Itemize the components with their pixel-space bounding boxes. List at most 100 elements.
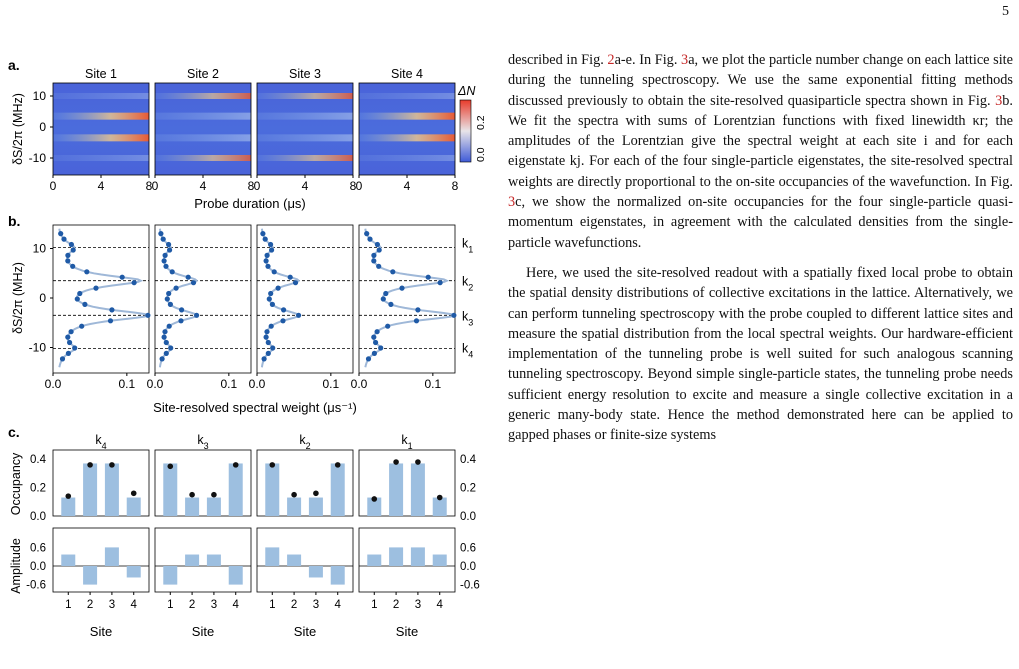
spectral-weight-point — [263, 258, 269, 264]
calculated-density-point — [313, 490, 319, 497]
spectral-weight-point — [162, 252, 168, 258]
panel-a-y-tick: -10 — [29, 151, 47, 165]
spectral-weight-point — [376, 247, 382, 253]
heatmap-band — [257, 155, 353, 161]
calculated-density-point — [65, 493, 72, 499]
spectral-weight-point — [383, 290, 389, 297]
spectral-weight-point — [131, 280, 137, 286]
site-axis-label: Site — [90, 624, 112, 639]
site-tick: 2 — [393, 599, 399, 611]
panel-a-x-tick: 4 — [98, 179, 105, 193]
spectral-weight-point — [169, 269, 175, 275]
spectral-weight-point — [173, 285, 179, 291]
spectral-weight-point — [266, 296, 272, 302]
spectral-weight-point — [437, 280, 443, 286]
site-axis-label: Site — [396, 624, 418, 639]
spectral-weight-point — [275, 285, 281, 291]
calculated-density-point — [371, 496, 378, 502]
site-tick: 4 — [131, 599, 138, 611]
calculated-density-point — [291, 491, 297, 498]
spectral-weight-point — [280, 318, 286, 324]
spectral-weight-point — [61, 236, 67, 242]
panel-b-x-tick: 0.0 — [147, 377, 164, 391]
spectral-weight-point — [371, 334, 377, 340]
amplitude-bar — [126, 566, 141, 578]
site-tick: 4 — [437, 599, 444, 611]
spectral-weight-point — [281, 307, 287, 313]
colorbar-label: ΔN — [457, 84, 476, 98]
spectral-weight-point — [374, 241, 380, 248]
spectral-weight-point — [145, 312, 151, 318]
occupancy-frame — [358, 449, 456, 517]
heatmap-band — [257, 134, 353, 142]
spectral-weight-point — [425, 274, 431, 280]
spectral-weight-point — [161, 258, 167, 264]
spectral-weight-point — [179, 307, 185, 313]
site-tick: 1 — [269, 599, 275, 611]
amplitude-bar — [206, 554, 221, 566]
spectrum-frame — [154, 224, 252, 374]
occupancy-bar — [61, 497, 76, 516]
amplitude-frame — [256, 527, 354, 593]
occupancy-bar — [206, 497, 221, 516]
fig-ref[interactable]: 3 — [508, 194, 516, 211]
panel-a-x-tick: 0 — [254, 179, 261, 193]
spectral-weight-point — [194, 312, 200, 318]
amplitude-frame — [154, 527, 252, 593]
amplitude-tick: 0.0 — [30, 561, 46, 573]
panel-a-x-tick: 0 — [152, 179, 159, 193]
spectral-weight-point — [70, 263, 76, 269]
spectral-weight-point — [399, 285, 405, 291]
occupancy-frame — [52, 449, 150, 517]
panel-a-x-tick: 0 — [50, 179, 57, 193]
spectral-weight-point — [373, 339, 379, 346]
spectral-weight-point — [162, 329, 168, 335]
amplitude-tick-right: 0.6 — [460, 542, 476, 554]
spectral-weight-point — [167, 247, 173, 253]
state-label-k4: k4 — [462, 341, 473, 359]
fig-ref[interactable]: 2 — [607, 52, 615, 68]
panel-b-x-tick: 0.1 — [119, 377, 136, 391]
occupancy-axis-label: Occupancy — [9, 452, 23, 515]
panel-a-y-tick: 10 — [33, 89, 47, 103]
occupancy-bar — [432, 497, 447, 516]
panel-b-x-tick: 0.1 — [425, 377, 442, 391]
panel-c: c. Occupancy Amplitude 0.0 0.0 0.2 0.2 0.4 0.4 -0… — [8, 424, 480, 639]
panel-a-label: a. — [8, 57, 20, 73]
calculated-density-point — [87, 462, 93, 468]
state-title-k2: k2 — [299, 433, 310, 451]
amplitude-tick: 0.6 — [30, 542, 46, 554]
amplitude-bar — [330, 566, 345, 585]
spectrum-frame — [256, 224, 354, 374]
panel-b-x-tick: 0.0 — [45, 377, 62, 391]
spectral-weight-point — [268, 323, 274, 329]
spectral-weight-point — [79, 323, 85, 329]
heatmap-band — [257, 112, 353, 120]
state-label-k1: k1 — [462, 237, 473, 255]
amplitude-bar — [287, 554, 302, 566]
fig-ref[interactable]: 3 — [681, 52, 689, 68]
spectral-weight-point — [168, 345, 174, 351]
spectral-weight-point — [367, 236, 373, 242]
occupancy-tick: 0.0 — [30, 511, 46, 523]
site-tick: 4 — [233, 599, 240, 611]
spectral-weight-point — [74, 296, 80, 302]
spectral-weight-point — [65, 334, 71, 340]
amplitude-bar — [163, 566, 178, 585]
spectral-weight-point — [374, 329, 380, 335]
state-label-k2: k2 — [462, 275, 473, 293]
spectral-weight-point — [378, 345, 384, 351]
amplitude-bar — [389, 547, 404, 566]
calculated-density-point — [334, 462, 341, 468]
amplitude-tick: -0.6 — [26, 580, 46, 592]
fig-ref[interactable]: 3 — [995, 92, 1003, 109]
spectral-weight-point — [119, 274, 125, 280]
spectral-weight-point — [265, 350, 271, 356]
spectral-weight-point — [161, 334, 167, 340]
spectral-weight-point — [270, 345, 276, 351]
amplitude-bar — [61, 554, 76, 566]
spectral-weight-point — [365, 356, 372, 362]
amplitude-bar — [104, 547, 119, 566]
state-title-k1: k1 — [401, 433, 412, 451]
